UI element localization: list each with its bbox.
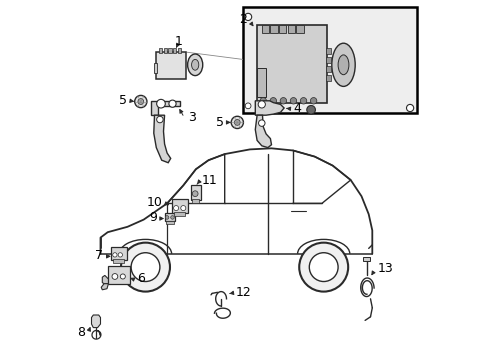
Bar [153,63,157,73]
Bar [325,75,330,81]
Circle shape [231,116,243,129]
Polygon shape [91,315,101,328]
Circle shape [234,120,240,125]
Bar [171,199,187,213]
Circle shape [310,98,316,104]
Bar [159,48,162,53]
Circle shape [156,99,165,108]
Text: 8: 8 [77,326,85,339]
Text: 10: 10 [146,196,162,209]
Circle shape [280,98,286,104]
Text: 5: 5 [119,94,127,107]
Polygon shape [255,115,271,148]
Circle shape [192,191,198,197]
Bar [192,199,199,203]
Circle shape [170,216,174,219]
Text: 13: 13 [377,262,393,275]
Text: 4: 4 [292,102,300,115]
Text: 3: 3 [187,111,195,124]
Bar [172,48,176,53]
Circle shape [168,100,176,107]
Bar [113,259,123,263]
Bar [163,48,167,53]
Text: 12: 12 [235,286,251,299]
Bar [257,68,265,97]
Bar [191,185,201,200]
Circle shape [260,98,266,104]
Text: 2: 2 [239,13,247,26]
Circle shape [258,120,264,126]
Polygon shape [102,275,108,284]
Text: 5: 5 [216,116,224,129]
Circle shape [289,98,296,104]
Circle shape [156,116,163,123]
Circle shape [112,274,118,279]
Text: 6: 6 [137,273,145,285]
Bar [279,25,285,33]
Bar [363,257,370,261]
Bar [156,52,185,79]
Circle shape [113,253,117,257]
Bar [177,48,181,53]
Bar [261,25,268,33]
Bar [173,212,185,216]
Circle shape [138,99,143,104]
Ellipse shape [331,43,354,86]
Ellipse shape [191,59,199,70]
Circle shape [306,105,315,114]
Ellipse shape [187,54,203,76]
Circle shape [269,98,276,104]
Bar [325,48,330,54]
Circle shape [300,98,306,104]
Circle shape [134,95,146,108]
Bar [325,57,330,63]
Circle shape [120,274,125,279]
Bar [325,66,330,72]
Ellipse shape [337,55,348,75]
Circle shape [406,104,413,112]
Text: 1: 1 [174,35,182,48]
Text: 9: 9 [148,211,156,224]
Bar [108,266,130,284]
Bar [296,25,303,33]
Bar [287,25,294,33]
Bar [164,213,175,221]
Polygon shape [153,115,170,163]
Polygon shape [151,101,179,115]
Polygon shape [255,101,284,115]
Bar [168,48,171,53]
Bar [111,247,127,260]
Circle shape [181,206,185,211]
Circle shape [118,253,122,257]
Bar [242,7,416,113]
Circle shape [173,206,178,211]
Circle shape [121,243,170,292]
Circle shape [309,253,337,282]
Circle shape [299,243,347,292]
Text: 11: 11 [201,174,217,186]
Bar [257,25,326,103]
Text: 7: 7 [95,249,103,262]
Bar [270,25,277,33]
Polygon shape [101,284,108,290]
Circle shape [244,13,251,21]
Circle shape [165,216,168,219]
Circle shape [244,103,250,109]
Circle shape [131,253,160,282]
Circle shape [258,101,265,108]
Bar [165,221,173,224]
